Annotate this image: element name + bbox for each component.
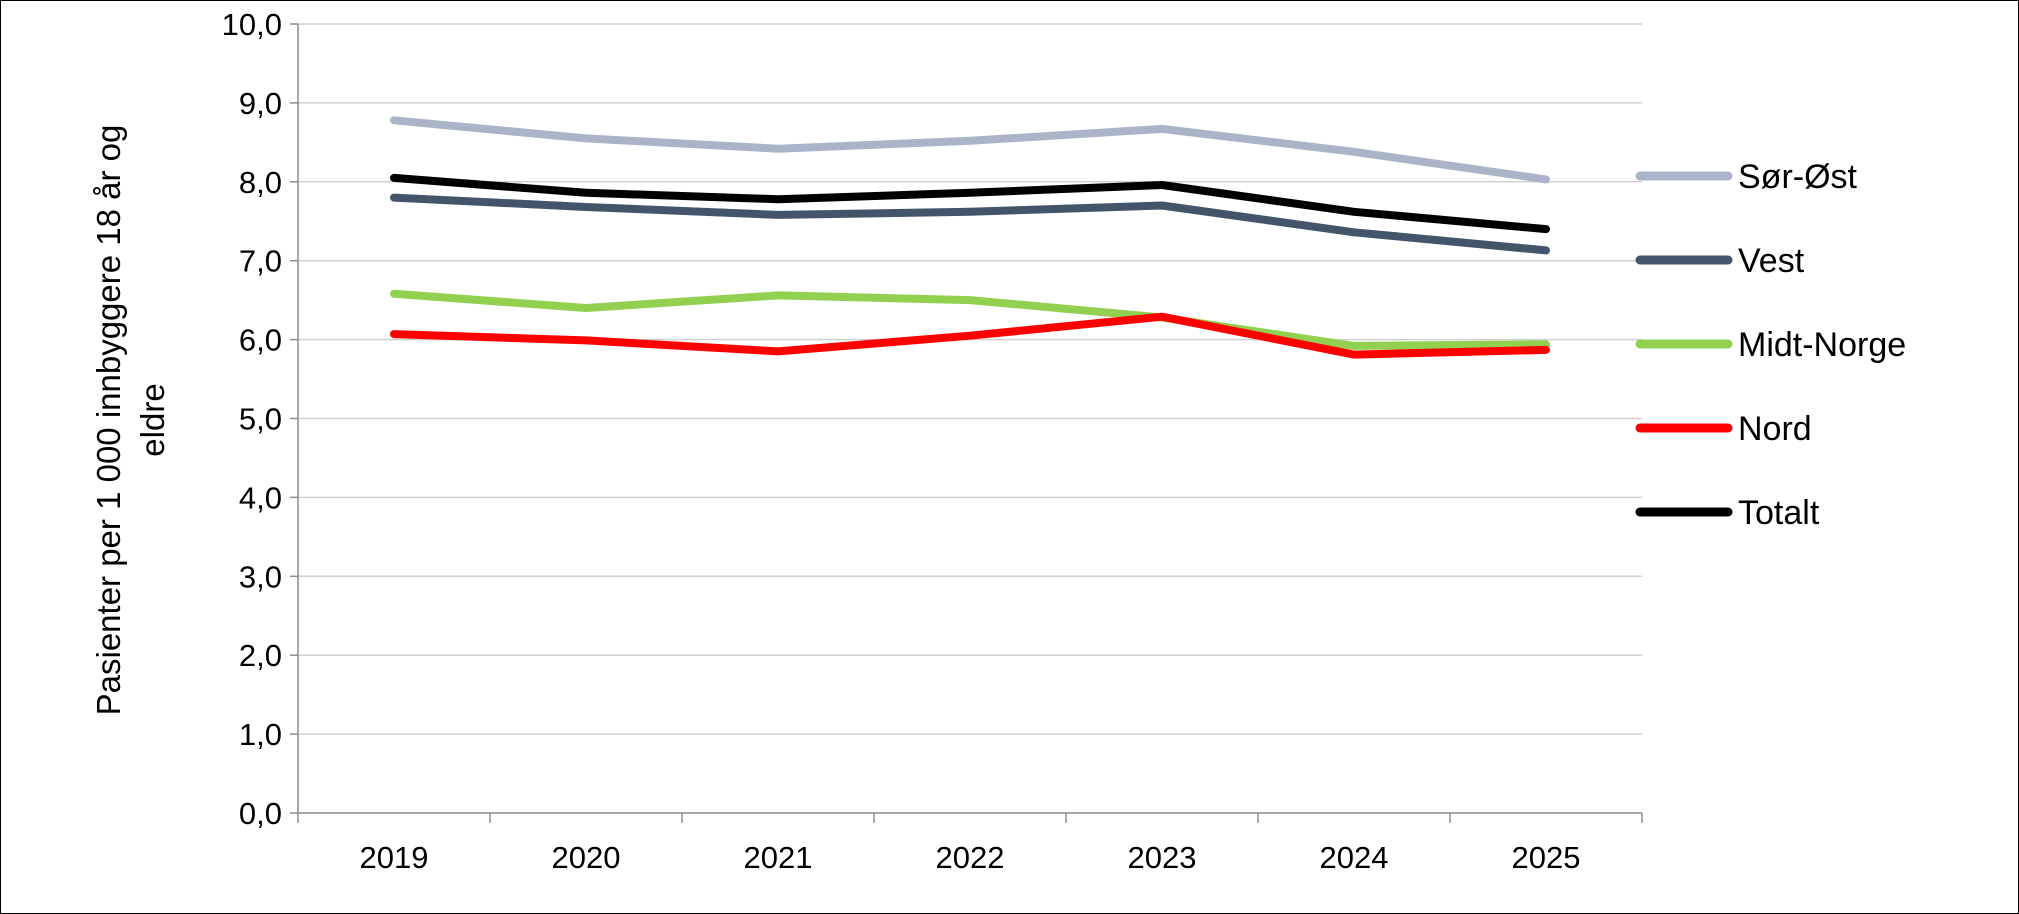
y-tick-label: 10,0: [222, 7, 282, 42]
y-tick-label: 1,0: [239, 717, 282, 752]
y-axis-title-group: Pasienter per 1 000 innbyggere 18 år og e…: [90, 125, 171, 716]
y-tick-labels: 0,0 1,0 2,0 3,0 4,0 5,0 6,0 7,0 8,0 9,0 10,0: [222, 7, 282, 831]
x-tick-labels: 2019 2020 2021 2022 2023 2024 2025: [360, 840, 1581, 875]
x-tick-label: 2019: [360, 840, 429, 875]
x-tick-label: 2021: [744, 840, 813, 875]
y-tick-label: 9,0: [239, 86, 282, 121]
y-tick-label: 6,0: [239, 323, 282, 358]
x-tick-label: 2023: [1128, 840, 1197, 875]
legend-label: Midt-Norge: [1738, 326, 1906, 364]
series-line-s-r-st: [390, 116, 1550, 184]
legend-label: Nord: [1738, 410, 1812, 448]
grid-lines: [298, 23, 1642, 735]
legend-label: Sør-Øst: [1738, 158, 1858, 196]
y-tick-label: 4,0: [239, 480, 282, 515]
y-axis-title: Pasienter per 1 000 innbyggere 18 år og e…: [90, 125, 171, 716]
y-tick-label: 3,0: [239, 559, 282, 594]
y-axis-title-line: eldre: [134, 383, 171, 456]
series-lines: [390, 116, 1550, 359]
x-tick-label: 2020: [552, 840, 621, 875]
legend-label: Vest: [1738, 242, 1805, 280]
y-tick-label: 8,0: [239, 165, 282, 200]
x-tick-label: 2024: [1320, 840, 1389, 875]
y-tick-label: 2,0: [239, 638, 282, 673]
x-tick-label: 2022: [936, 840, 1005, 875]
legend: Sør-Øst Vest Midt-Norge Nord Totalt: [1635, 158, 1906, 532]
y-tick-label: 5,0: [239, 402, 282, 437]
x-tick-label: 2025: [1512, 840, 1581, 875]
axes: [290, 23, 1643, 823]
legend-label: Totalt: [1738, 494, 1820, 532]
series-line-vest: [390, 193, 1550, 255]
y-tick-label: 7,0: [239, 244, 282, 279]
y-tick-label: 0,0: [239, 796, 282, 831]
y-axis-title-line: Pasienter per 1 000 innbyggere 18 år og: [90, 125, 127, 716]
